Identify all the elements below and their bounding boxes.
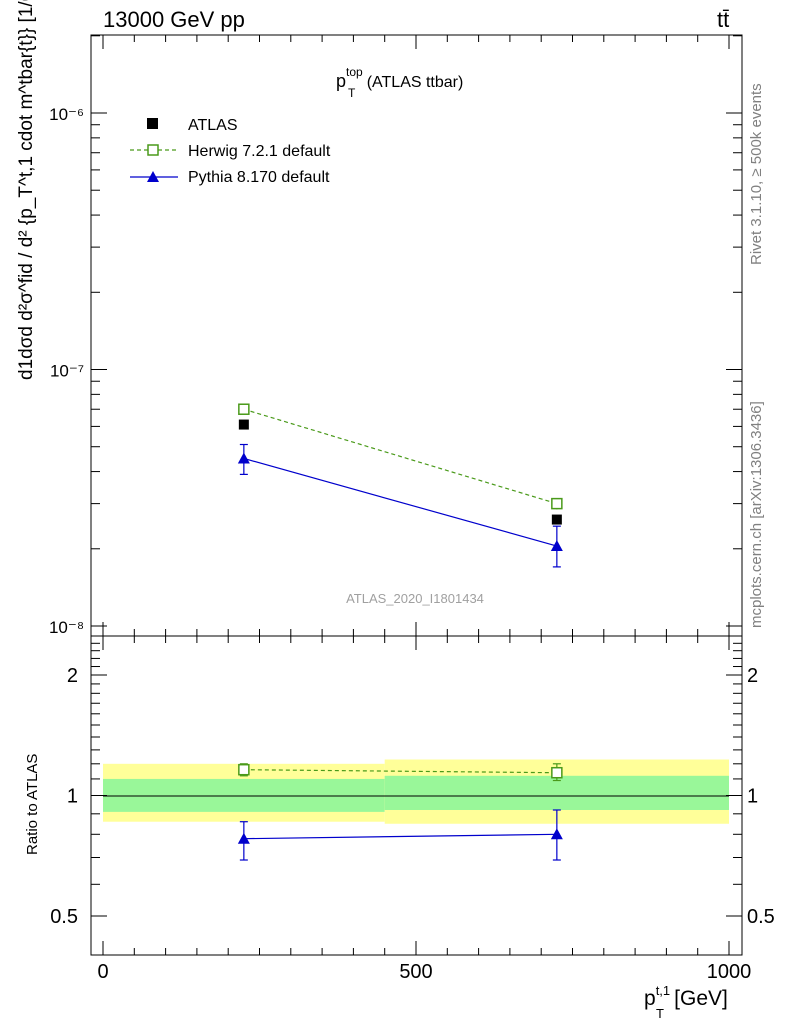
x-tick-label: 500 — [399, 961, 432, 983]
herwig-point — [551, 497, 563, 510]
ratio-tick-labels: 0.5 0.5 1 1 2 2 0 500 1000 — [50, 665, 775, 983]
analysis-watermark: ATLAS_2020_I1801434 — [346, 591, 484, 606]
main-axis-ticks — [91, 35, 742, 636]
ratio-y-axis-label: Ratio to ATLAS — [24, 754, 41, 855]
plot-title-sup: top — [346, 65, 363, 79]
ratio-inner-band — [103, 778, 385, 812]
legend-herwig-marker — [147, 144, 159, 156]
x-axis-label: pt,1 [GeV] — [644, 983, 728, 1010]
x-axis-label-unit: [GeV] — [674, 987, 728, 1010]
pythia-point — [237, 452, 250, 464]
ratio-herwig-point — [551, 766, 563, 779]
plot-title-sub: T — [348, 86, 356, 100]
energy-label: 13000 GeV pp — [103, 7, 245, 32]
process-label: tt̄ — [717, 7, 729, 32]
legend-atlas-label: ATLAS — [188, 117, 238, 134]
atlas-point — [551, 514, 562, 525]
ratio-series-layer — [237, 763, 563, 861]
plot-title: ptop (ATLAS ttbar) — [336, 65, 463, 91]
plot-title-rest: (ATLAS ttbar) — [367, 74, 464, 91]
legend-atlas-marker — [147, 118, 158, 129]
ratio-inner-band — [384, 775, 729, 810]
herwig-line — [243, 408, 558, 505]
legend-pythia-label: Pythia 8.170 default — [188, 169, 330, 186]
ratio-herwig-point — [238, 763, 250, 776]
ratio-y-tick-label-right: 2 — [747, 665, 758, 687]
x-tick-label: 1000 — [707, 961, 752, 983]
ratio-plot-frame — [90, 635, 743, 956]
ratio-pythia-point — [550, 828, 563, 840]
ratio-y-tick-label-right: 0.5 — [747, 906, 775, 928]
herwig-point — [238, 403, 250, 415]
ratio-axis-ticks — [91, 636, 742, 955]
pythia-line — [243, 457, 558, 547]
ratio-y-tick-label-left: 1 — [67, 786, 78, 808]
ratio-uncertainty-bands — [103, 759, 729, 824]
legend-herwig-label: Herwig 7.2.1 default — [188, 143, 331, 160]
pythia-point — [550, 540, 563, 552]
x-axis-label-sub: T — [656, 1006, 664, 1021]
ratio-y-tick-label-left: 0.5 — [50, 906, 78, 928]
ratio-pythia-line — [243, 833, 557, 840]
atlas-point — [238, 419, 249, 430]
ratio-y-tick-label-right: 1 — [747, 786, 758, 808]
legend: ATLAS Herwig 7.2.1 default Pythia 8.170 … — [130, 117, 331, 186]
main-y-tick-label: 10⁻⁶ — [49, 105, 84, 124]
ratio-y-tick-label-left: 2 — [67, 665, 78, 687]
ratio-herwig-line — [243, 769, 557, 774]
x-axis-label-sup: t,1 — [656, 983, 670, 998]
main-y-tick-label: 10⁻⁷ — [50, 362, 84, 381]
main-panel: 10⁻⁸ 10⁻⁷ 10⁻⁶ ptop (ATLAS ttbar) T ATLAS_2… — [16, 0, 743, 637]
main-y-tick-label: 10⁻⁸ — [49, 618, 84, 637]
x-tick-label: 0 — [97, 961, 108, 983]
legend-pythia-marker — [147, 171, 159, 182]
plot-title-main: p — [336, 71, 346, 91]
ratio-panel: 0.5 0.5 1 1 2 2 0 500 1000 Ratio to ATLAS pt,1 [G… — [24, 635, 775, 1021]
main-y-tick-labels: 10⁻⁸ 10⁻⁷ 10⁻⁶ — [49, 105, 84, 637]
ratio-pythia-point — [237, 832, 250, 844]
mcplots-label: mcplots.cern.ch [arXiv:1306.3436] — [748, 401, 765, 628]
main-series-layer — [237, 403, 563, 568]
main-y-axis-label: d1dσd d²σ^fid / d² {p_T^t,1 cdot m^tbar{… — [16, 0, 37, 380]
rivet-label: Rivet 3.1.10, ≥ 500k events — [748, 83, 765, 265]
x-axis-label-main: p — [644, 987, 656, 1010]
